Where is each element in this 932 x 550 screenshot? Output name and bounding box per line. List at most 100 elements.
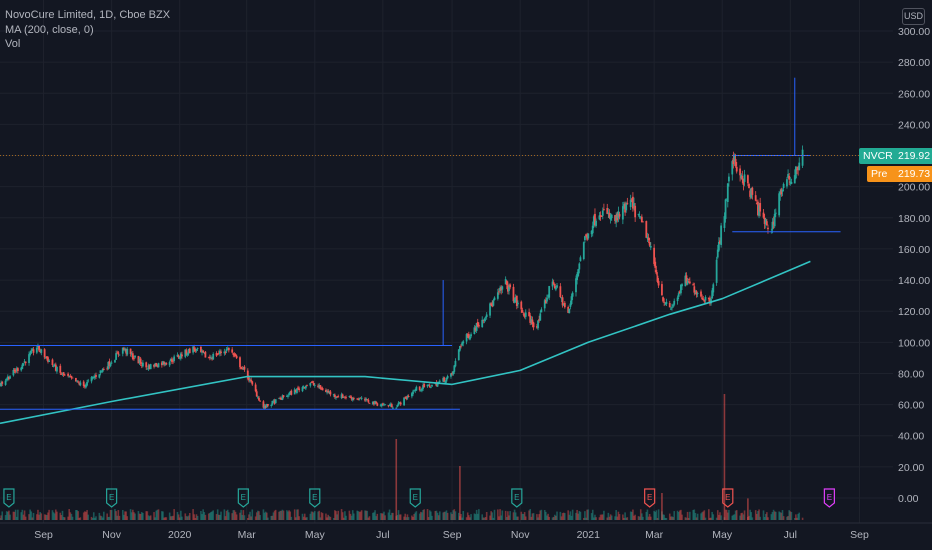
candle xyxy=(584,235,586,243)
candle-body xyxy=(548,286,551,298)
candle-body xyxy=(332,394,335,396)
price-tick-label: 140.00 xyxy=(898,275,930,287)
ma-indicator-label[interactable]: MA (200, close, 0) xyxy=(5,23,94,36)
earnings-marker[interactable]: E xyxy=(309,488,321,508)
candle-body xyxy=(48,360,51,362)
volume-bar xyxy=(124,511,126,520)
candle xyxy=(265,403,268,409)
volume-bar xyxy=(720,515,722,520)
candle-body xyxy=(491,303,494,307)
candle xyxy=(83,384,86,389)
earnings-marker[interactable]: E xyxy=(237,488,249,508)
candle-body xyxy=(661,284,663,296)
currency-button[interactable]: USD xyxy=(902,8,925,25)
volume-bar xyxy=(504,510,507,520)
earnings-marker[interactable]: E xyxy=(823,488,835,508)
candle xyxy=(69,374,72,378)
candle xyxy=(352,396,355,401)
volume-bar xyxy=(373,512,375,520)
volume-bar xyxy=(178,517,181,520)
candle-body xyxy=(684,275,687,287)
candle-body xyxy=(273,400,276,404)
candle xyxy=(734,153,737,168)
candle-body xyxy=(632,196,634,209)
volume-bar xyxy=(610,515,613,520)
candle xyxy=(443,376,446,383)
candle-body xyxy=(399,402,402,405)
volume-bar xyxy=(609,514,612,520)
candle-body xyxy=(739,168,741,176)
volume-bar xyxy=(195,514,198,520)
candle-body xyxy=(53,364,56,367)
candle-body xyxy=(262,401,265,408)
volume-bar xyxy=(75,510,77,520)
candle-body xyxy=(576,273,579,281)
candle-body xyxy=(296,388,298,393)
candle xyxy=(383,402,385,407)
candle-body xyxy=(664,303,667,305)
volume-bar xyxy=(420,511,422,520)
volume-bar xyxy=(642,516,644,520)
candle-body xyxy=(492,300,495,306)
candle-body xyxy=(207,357,210,359)
candle-body xyxy=(373,402,375,405)
candle xyxy=(320,386,323,391)
candle-body xyxy=(522,313,525,315)
candle-body xyxy=(450,373,452,377)
volume-bar xyxy=(382,513,384,520)
earnings-marker[interactable]: E xyxy=(409,488,421,508)
earnings-marker[interactable]: E xyxy=(722,488,734,508)
earnings-marker[interactable]: E xyxy=(511,488,523,508)
candle-body xyxy=(99,370,102,374)
candle-body xyxy=(601,210,604,216)
candle-body xyxy=(93,375,96,378)
volume-bar xyxy=(540,509,543,520)
candle xyxy=(578,262,581,274)
candle xyxy=(789,176,792,186)
volume-bar xyxy=(296,509,298,520)
volume-bar xyxy=(426,509,429,520)
volume-bar xyxy=(460,513,462,520)
candle-body xyxy=(357,399,360,401)
volume-bar xyxy=(359,511,362,520)
candle-body xyxy=(465,334,468,342)
volume-bar xyxy=(564,513,566,520)
volume-bar xyxy=(430,511,432,520)
volume-bar xyxy=(134,513,136,520)
candle-body xyxy=(765,221,768,226)
candle-body xyxy=(319,385,322,389)
volume-bar xyxy=(758,509,760,520)
candle xyxy=(95,372,97,380)
candle-body xyxy=(647,237,650,241)
time-axis: Sep Nov 2020 Mar May Jul Sep Nov 2021 Mar May Jul Se… xyxy=(0,522,932,550)
volume-bar xyxy=(501,510,504,520)
candle xyxy=(716,244,719,260)
candle-body xyxy=(249,379,251,382)
volume-bar xyxy=(397,510,400,520)
candle xyxy=(100,370,103,373)
earnings-marker[interactable]: E xyxy=(644,488,656,508)
volume-bar xyxy=(210,512,212,520)
volume-indicator-label[interactable]: Vol xyxy=(5,38,21,50)
candle xyxy=(181,351,183,359)
volume-bar xyxy=(647,516,650,520)
volume-bar xyxy=(295,517,297,520)
candle xyxy=(618,211,621,220)
candle xyxy=(270,403,273,408)
volume-bar xyxy=(404,513,406,520)
candle xyxy=(429,386,432,389)
candle-body xyxy=(403,397,405,406)
symbol-title[interactable]: NovoCure Limited, 1D, Cboe BZX xyxy=(5,9,171,21)
candle-body xyxy=(687,278,690,280)
earnings-marker[interactable]: E xyxy=(3,488,15,508)
candle xyxy=(673,298,676,307)
candle xyxy=(137,355,140,364)
candle xyxy=(728,173,730,187)
volume-bar xyxy=(639,509,642,520)
volume-bar xyxy=(664,517,667,520)
volume-bar xyxy=(749,509,751,520)
earnings-marker[interactable]: E xyxy=(106,488,118,508)
candle xyxy=(344,396,346,400)
candle-body xyxy=(108,361,111,366)
